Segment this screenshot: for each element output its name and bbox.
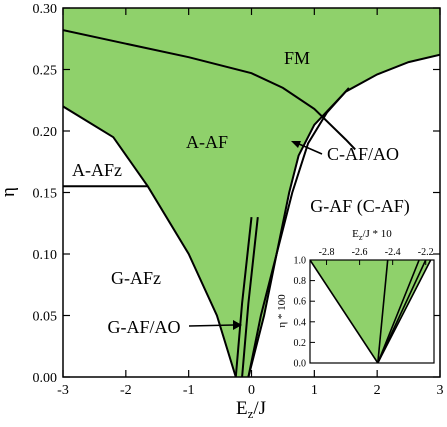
region-label-a-af: A-AF [186, 132, 228, 152]
inset-ordered-phase-fill [310, 260, 431, 363]
main-x-ticks: -3 -2 -1 0 1 2 3 [57, 8, 444, 398]
boundary-fm-aaf [63, 29, 356, 151]
inset-y-tick-label: 1.0 [294, 256, 307, 267]
main-x-tick-label: -3 [57, 383, 69, 398]
region-label-g-af-c-af: G-AF (C-AF) [310, 196, 410, 217]
main-plot: -3 -2 -1 0 1 2 3 0.000.050.100.150.200.250.30 … [0, 2, 444, 421]
main-y-tick-label: 0.15 [33, 187, 58, 202]
main-y-tick-label: 0.25 [33, 64, 58, 79]
inset-boundary-inset-right-3 [377, 260, 432, 363]
boundary-green-upper-right [247, 53, 440, 377]
main-x-tick-label: 2 [374, 383, 381, 398]
main-y-tick-label: 0.00 [33, 371, 58, 386]
boundary-cafao-gaf [247, 87, 350, 377]
inset-plot: -2.8 -2.6 -2.4 -2.2 0.0 0.2 0.4 0.6 0.8 1.0 Ez/J… [276, 228, 435, 370]
main-x-axis-label: Ez/J [236, 398, 266, 421]
phase-boundaries [63, 29, 440, 377]
inset-boundary-inset-mid [377, 260, 389, 363]
inset-phase-boundaries [310, 260, 432, 363]
main-x-tick-label: -1 [183, 383, 195, 398]
main-y-tick-label: 0.20 [33, 125, 58, 140]
inset-x-tick-label: -2.8 [319, 247, 335, 258]
region-label-a-afz: A-AFz [72, 160, 122, 180]
main-x-tick-label: 1 [311, 383, 318, 398]
inset-x-tick-label: -2.2 [418, 247, 434, 258]
main-y-tick-label: 0.10 [33, 248, 58, 263]
inset-x-tick-label: -2.6 [352, 247, 368, 258]
region-label-g-afz: G-AFz [111, 268, 161, 288]
main-x-tick-label: -2 [120, 383, 132, 398]
inset-y-tick-label: 0.0 [294, 359, 307, 370]
inset-y-tick-label: 0.8 [294, 276, 307, 287]
inset-boundary-inset-left [310, 260, 379, 363]
inset-y-tick-label: 0.4 [294, 317, 307, 328]
ordered-phase-fill [63, 8, 440, 377]
annotation-arrow-g-af-ao [188, 320, 242, 330]
main-x-tick-label: 0 [248, 383, 255, 398]
boundary-gafao-1 [234, 216, 253, 377]
main-y-axis-label: η [0, 187, 19, 197]
inset-x-tick-label: -2.4 [385, 247, 401, 258]
main-y-tick-label: 0.30 [33, 2, 58, 17]
inset-y-tick-label: 0.6 [294, 297, 307, 308]
annotation-arrow-c-af-ao [291, 141, 323, 155]
main-x-tick-label: 3 [437, 383, 444, 398]
boundary-gafao-2 [241, 216, 259, 377]
inset-x-axis-label: Ez/J * 10 [352, 228, 392, 242]
region-label-fm: FM [284, 48, 310, 68]
main-y-ticks: 0.00 0.05 0.10 0.15 0.20 0.25 0.30 [33, 2, 440, 386]
main-y-tick-label: 0.05 [33, 310, 58, 325]
region-label-c-af-ao: C-AF/AO [327, 144, 399, 164]
region-label-g-af-ao: G-AF/AO [107, 317, 180, 337]
inset-y-tick-label: 0.2 [294, 338, 307, 349]
inset-x-ticks: -2.8 -2.6 -2.4 -2.2 [319, 247, 434, 265]
inset-boundary-inset-right-1 [377, 260, 420, 363]
inset-plot-frame [309, 259, 435, 364]
inset-y-ticks: 0.0 0.2 0.4 0.6 0.8 1.0 [294, 256, 315, 370]
inset-y-axis-label: η * 100 [276, 294, 288, 328]
